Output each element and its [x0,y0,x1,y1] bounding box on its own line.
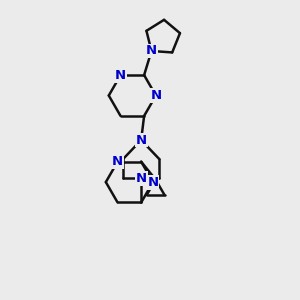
Text: N: N [115,69,126,82]
Text: N: N [136,172,147,185]
Text: N: N [112,155,123,168]
Text: N: N [150,89,161,102]
Text: N: N [147,176,158,189]
Text: N: N [146,44,157,58]
Text: N: N [136,134,147,147]
